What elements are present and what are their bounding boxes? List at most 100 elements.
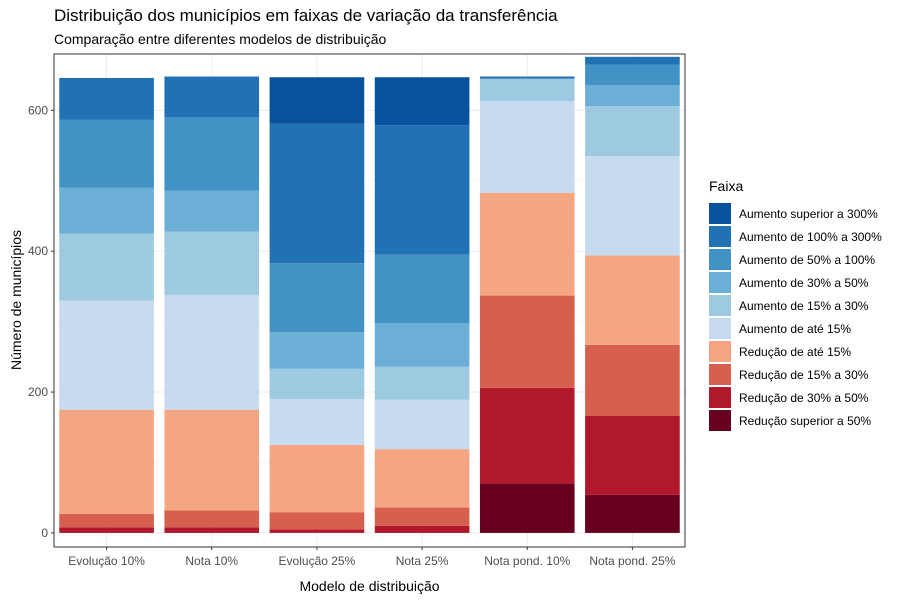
legend-item: Aumento de até 15% <box>709 317 882 340</box>
bar-segment <box>374 399 470 450</box>
bar-segment <box>164 527 260 533</box>
bar-segment <box>585 255 680 345</box>
bar-segment <box>59 300 154 410</box>
bar-segment <box>585 344 680 417</box>
bar-segment <box>164 294 260 410</box>
bar-segment <box>374 525 470 533</box>
x-tick-label: Nota pond. 25% <box>589 554 675 568</box>
legend-label: Aumento de 15% a 30% <box>739 298 869 313</box>
bar-segment <box>164 510 260 528</box>
bar-segment <box>479 387 575 484</box>
legend-swatch <box>709 272 731 293</box>
bar-segment <box>479 76 575 79</box>
bar-segment <box>59 409 154 514</box>
legend-label: Redução de até 15% <box>739 344 852 359</box>
y-tick-label: 600 <box>28 103 48 117</box>
bar-segment <box>374 77 470 126</box>
legend-swatch <box>709 318 731 339</box>
legend-label: Aumento de 100% a 300% <box>739 229 882 244</box>
bar-segment <box>374 254 470 324</box>
legend-label: Aumento de até 15% <box>739 321 852 336</box>
bar-segment <box>164 190 260 232</box>
bar-segment <box>269 512 365 530</box>
panel-border <box>53 53 686 548</box>
bar-segment <box>374 323 470 367</box>
chart-title: Distribuição dos municípios em faixas de… <box>54 6 558 25</box>
bar-segment <box>585 494 680 533</box>
bar-segment <box>479 295 575 388</box>
x-axis-label: Modelo de distribuição <box>299 578 439 594</box>
legend-swatch <box>709 226 731 247</box>
bar-segment <box>164 117 260 191</box>
bar-segment <box>59 233 154 301</box>
x-tick-label: Nota pond. 10% <box>484 554 570 568</box>
bar-segment <box>269 444 365 513</box>
bar-segment <box>269 123 365 264</box>
legend-title: Faixa <box>709 178 744 194</box>
legend-label: Aumento superior a 300% <box>739 206 878 221</box>
bar-segment <box>374 366 470 400</box>
legend-swatch <box>709 364 731 385</box>
bar-segment <box>585 64 680 85</box>
bars <box>59 56 680 533</box>
x-tick-label: Evolução 25% <box>279 554 356 568</box>
legend-item: Redução de 15% a 30% <box>709 363 882 386</box>
y-tick-label: 200 <box>28 385 48 399</box>
bar-segment <box>164 231 260 295</box>
bar-segment <box>479 483 575 533</box>
legend-item: Aumento de 30% a 50% <box>709 271 882 294</box>
y-axis-label: Número de municípios <box>8 230 24 370</box>
bar-segment <box>585 106 680 157</box>
legend-item: Aumento de 15% a 30% <box>709 294 882 317</box>
bar-segment <box>269 399 365 445</box>
legend-items: Aumento superior a 300% Aumento de 100% a… <box>709 202 882 432</box>
bar-segment <box>269 529 365 533</box>
y-tick-label: 0 <box>41 526 48 540</box>
bar-segment <box>374 507 470 526</box>
bar-segment <box>585 416 680 495</box>
legend-swatch <box>709 203 731 224</box>
chart-subtitle: Comparação entre diferentes modelos de d… <box>54 31 387 47</box>
legend-label: Aumento de 50% a 100% <box>739 252 876 267</box>
legend-label: Redução superior a 50% <box>739 413 872 428</box>
bar-segment <box>269 368 365 400</box>
axes: 0 200 400 600 Evolução 10% Nota 10% Evolução 2… <box>28 103 676 568</box>
legend-item: Aumento superior a 300% <box>709 202 882 225</box>
legend-label: Redução de 30% a 50% <box>739 390 869 405</box>
x-tick-label: Nota 10% <box>185 554 238 568</box>
legend-item: Redução superior a 50% <box>709 409 882 432</box>
legend-item: Aumento de 50% a 100% <box>709 248 882 271</box>
bar-segment <box>269 263 365 333</box>
bar-segment <box>269 77 365 124</box>
legend-swatch <box>709 387 731 408</box>
bar-segment <box>374 449 470 508</box>
legend-item: Redução de até 15% <box>709 340 882 363</box>
y-tick-label: 400 <box>28 244 48 258</box>
bar-segment <box>374 125 470 255</box>
bar-segment <box>479 78 575 102</box>
bar-segment <box>59 77 154 120</box>
bar-segment <box>585 156 680 256</box>
bar-segment <box>164 76 260 118</box>
legend-label: Redução de 15% a 30% <box>739 367 869 382</box>
bar-segment <box>585 84 680 107</box>
legend-swatch <box>709 249 731 270</box>
bar-segment <box>59 513 154 528</box>
legend-swatch <box>709 295 731 316</box>
bar-segment <box>59 119 154 188</box>
bar-segment <box>59 527 154 533</box>
bar-segment <box>269 332 365 369</box>
legend: Faixa Aumento superior a 300% Aumento de … <box>709 178 882 432</box>
legend-item: Aumento de 100% a 300% <box>709 225 882 248</box>
legend-label: Aumento de 30% a 50% <box>739 275 869 290</box>
legend-swatch <box>709 341 731 362</box>
x-tick-label: Nota 25% <box>396 554 449 568</box>
bar-segment <box>585 56 680 65</box>
x-tick-label: Evolução 10% <box>68 554 145 568</box>
bar-segment <box>479 101 575 193</box>
panel-background <box>54 54 685 547</box>
legend-swatch <box>709 410 731 431</box>
bar-segment <box>479 192 575 296</box>
bar-segment <box>59 187 154 234</box>
